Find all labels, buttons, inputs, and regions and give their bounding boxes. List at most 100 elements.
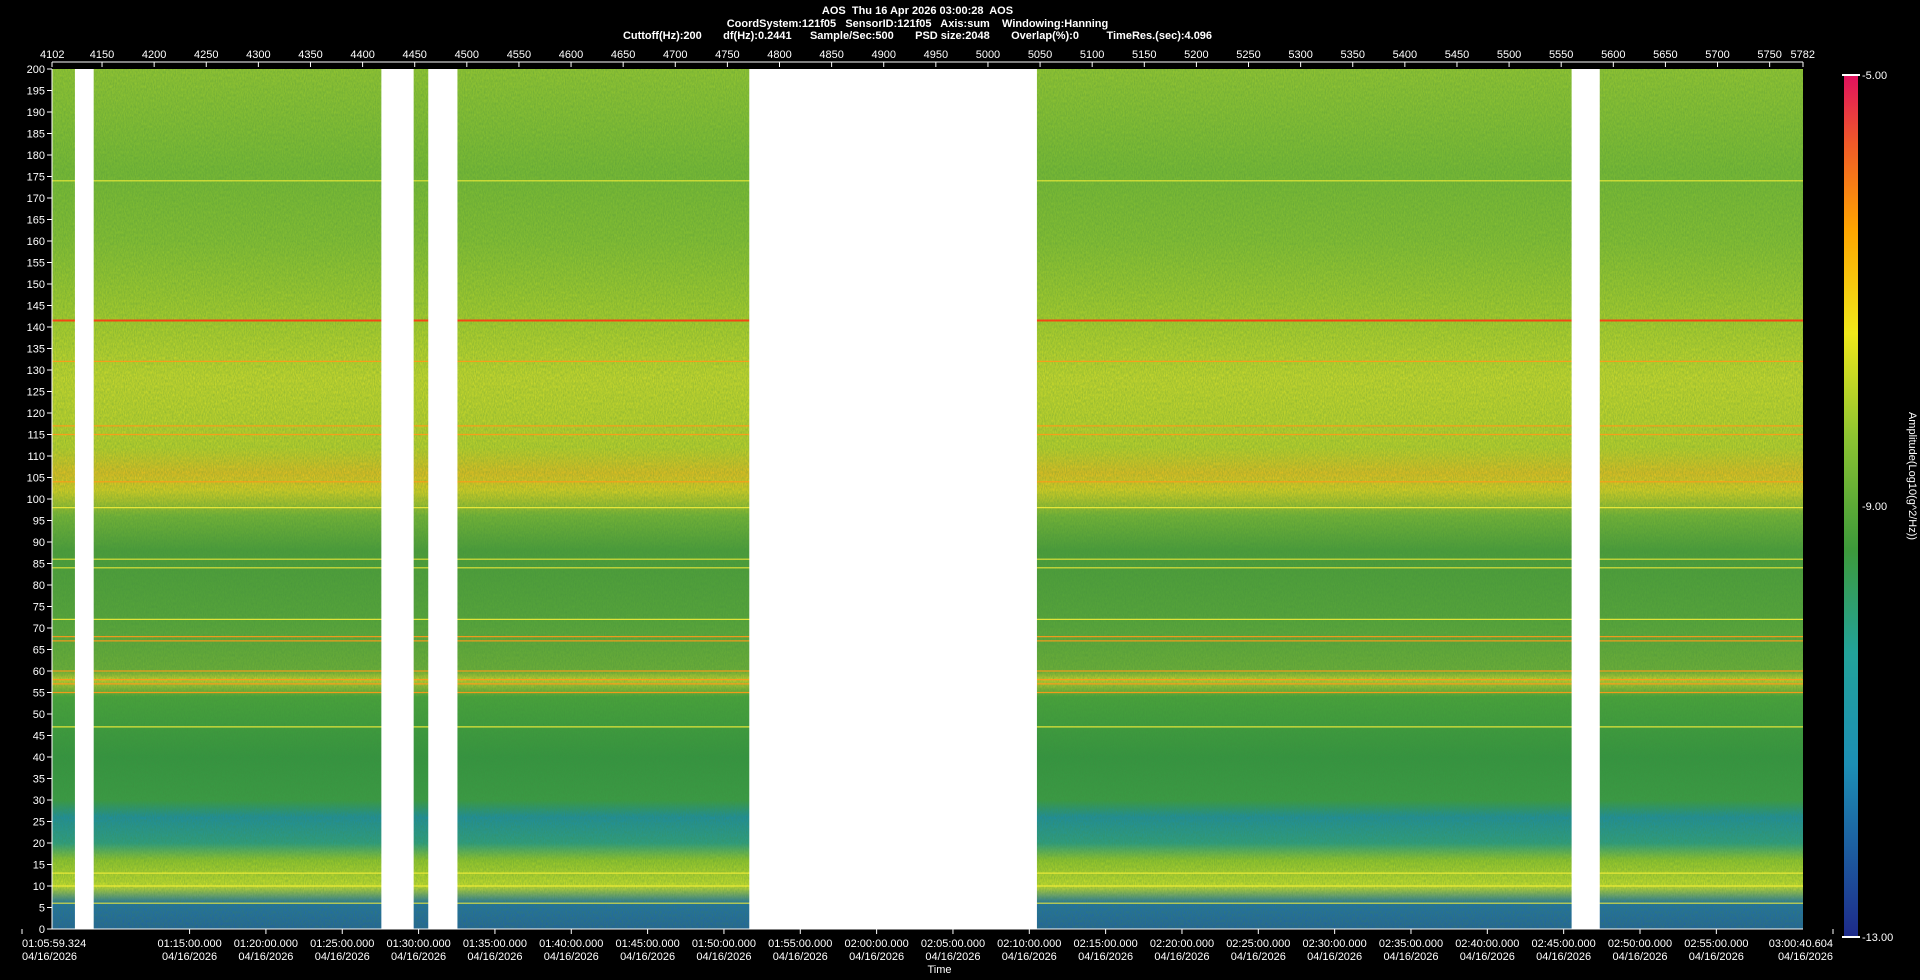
y-tick-label-175: 175 <box>27 172 45 184</box>
x-tick-date-6: 04/16/2026 <box>620 951 675 963</box>
x-tick-date-4: 04/16/2026 <box>467 951 522 963</box>
x-tick-date-7: 04/16/2026 <box>696 951 751 963</box>
y-tick-label-160: 160 <box>27 236 45 248</box>
y-tick-label-10: 10 <box>33 881 45 893</box>
x-tick-date-20: 04/16/2026 <box>1689 951 1744 963</box>
top-tick-label-17: 4950 <box>924 49 948 61</box>
x-tick-time-12: 02:15:00.000 <box>1074 938 1138 950</box>
y-tick-label-115: 115 <box>27 430 45 442</box>
data-gap-4 <box>1571 69 1600 929</box>
x-tick-date-5: 04/16/2026 <box>544 951 599 963</box>
x-tick-time-8: 01:55:00.000 <box>768 938 832 950</box>
y-tick-label-170: 170 <box>27 193 45 205</box>
y-tick-label-200: 200 <box>27 64 45 76</box>
top-tick-label-7: 4450 <box>402 49 426 61</box>
data-gap-3 <box>749 69 1037 929</box>
x-tick-time-end: 03:00:40.604 <box>1769 938 1833 950</box>
x-tick-time-6: 01:45:00.000 <box>615 938 679 950</box>
top-tick-label-20: 5100 <box>1080 49 1104 61</box>
x-tick-time-14: 02:25:00.000 <box>1226 938 1290 950</box>
y-tick-label-65: 65 <box>33 645 45 657</box>
top-tick-label-18: 5000 <box>976 49 1000 61</box>
colorbar-mid_label: -9.00 <box>1862 501 1887 513</box>
data-gap-0 <box>74 69 94 929</box>
top-tick-label-16: 4900 <box>871 49 895 61</box>
y-tick-label-15: 15 <box>33 860 45 872</box>
top-tick-label-27: 5450 <box>1445 49 1469 61</box>
y-tick-label-70: 70 <box>33 623 45 635</box>
top-tick-label-22: 5200 <box>1184 49 1208 61</box>
x-tick-time-9: 02:00:00.000 <box>845 938 909 950</box>
top-tick-label-19: 5050 <box>1028 49 1052 61</box>
x-tick-time-2: 01:25:00.000 <box>310 938 374 950</box>
y-tick-label-50: 50 <box>33 709 45 721</box>
y-tick-label-150: 150 <box>27 279 45 291</box>
chart-title-line1: AOS Thu 16 Apr 2026 03:00:28 AOS <box>821 5 1014 17</box>
x-tick-date-17: 04/16/2026 <box>1460 951 1515 963</box>
x-tick-date-13: 04/16/2026 <box>1154 951 1209 963</box>
x-tick-date-9: 04/16/2026 <box>849 951 904 963</box>
y-tick-label-190: 190 <box>27 107 45 119</box>
x-tick-date-12: 04/16/2026 <box>1078 951 1133 963</box>
top-tick-label-30: 5600 <box>1601 49 1625 61</box>
top-tick-label-13: 4750 <box>715 49 739 61</box>
x-tick-time-20: 02:55:00.000 <box>1684 938 1748 950</box>
x-tick-date-start: 04/16/2026 <box>22 951 77 963</box>
top-tick-label-33: 5750 <box>1757 49 1781 61</box>
y-tick-label-105: 105 <box>27 473 45 485</box>
top-tick-label-2: 4200 <box>142 49 166 61</box>
x-tick-time-16: 02:35:00.000 <box>1379 938 1443 950</box>
y-tick-label-40: 40 <box>33 752 45 764</box>
x-tick-date-2: 04/16/2026 <box>315 951 370 963</box>
y-tick-label-75: 75 <box>33 602 45 614</box>
top-tick-label-6: 4400 <box>350 49 374 61</box>
top-tick-label-23: 5250 <box>1236 49 1260 61</box>
top-tick-label-14: 4800 <box>767 49 791 61</box>
x-tick-time-7: 01:50:00.000 <box>692 938 756 950</box>
y-tick-label-185: 185 <box>27 129 45 141</box>
chart-axes: 0510152025303540455055606570758085909510… <box>21 49 1834 976</box>
y-tick-label-85: 85 <box>33 559 45 571</box>
y-tick-label-30: 30 <box>33 795 45 807</box>
top-tick-label-8: 4500 <box>455 49 479 61</box>
x-tick-date-19: 04/16/2026 <box>1612 951 1667 963</box>
x-tick-time-10: 02:05:00.000 <box>921 938 985 950</box>
top-tick-label-15: 4850 <box>819 49 843 61</box>
x-tick-date-8: 04/16/2026 <box>773 951 828 963</box>
chart-title-line2: CoordSystem:121f05 SensorID:121f05 Axis:… <box>726 18 1109 30</box>
top-tick-label-4: 4300 <box>246 49 270 61</box>
data-gap-1 <box>381 69 414 929</box>
x-tick-date-end: 04/16/2026 <box>1778 951 1833 963</box>
y-tick-label-125: 125 <box>27 387 45 399</box>
y-tick-label-45: 45 <box>33 731 45 743</box>
top-tick-label-28: 5500 <box>1497 49 1521 61</box>
y-tick-label-55: 55 <box>33 688 45 700</box>
y-tick-label-130: 130 <box>27 365 45 377</box>
top-tick-label-12: 4700 <box>663 49 687 61</box>
top-tick-label-11: 4650 <box>611 49 635 61</box>
top-tick-label-34: 5782 <box>1791 49 1815 61</box>
top-tick-label-3: 4250 <box>194 49 218 61</box>
x-tick-date-3: 04/16/2026 <box>391 951 446 963</box>
x-tick-date-15: 04/16/2026 <box>1307 951 1362 963</box>
x-tick-time-3: 01:30:00.000 <box>386 938 450 950</box>
x-tick-time-19: 02:50:00.000 <box>1608 938 1672 950</box>
y-tick-label-100: 100 <box>27 494 45 506</box>
x-tick-date-18: 04/16/2026 <box>1536 951 1591 963</box>
top-tick-label-10: 4600 <box>559 49 583 61</box>
x-tick-time-0: 01:15:00.000 <box>157 938 221 950</box>
y-tick-label-135: 135 <box>27 344 45 356</box>
y-tick-label-195: 195 <box>27 86 45 98</box>
y-tick-label-60: 60 <box>33 666 45 678</box>
x-tick-date-1: 04/16/2026 <box>238 951 293 963</box>
y-tick-label-80: 80 <box>33 580 45 592</box>
y-tick-label-0: 0 <box>39 924 45 936</box>
x-tick-time-15: 02:30:00.000 <box>1303 938 1367 950</box>
top-tick-label-21: 5150 <box>1132 49 1156 61</box>
colorbar-max_label: -5.00 <box>1862 70 1887 82</box>
colorbar-label: Amplitude(Log10(g^2/Hz)) <box>1906 412 1918 540</box>
x-tick-time-5: 01:40:00.000 <box>539 938 603 950</box>
top-tick-label-5: 4350 <box>298 49 322 61</box>
x-tick-date-11: 04/16/2026 <box>1002 951 1057 963</box>
